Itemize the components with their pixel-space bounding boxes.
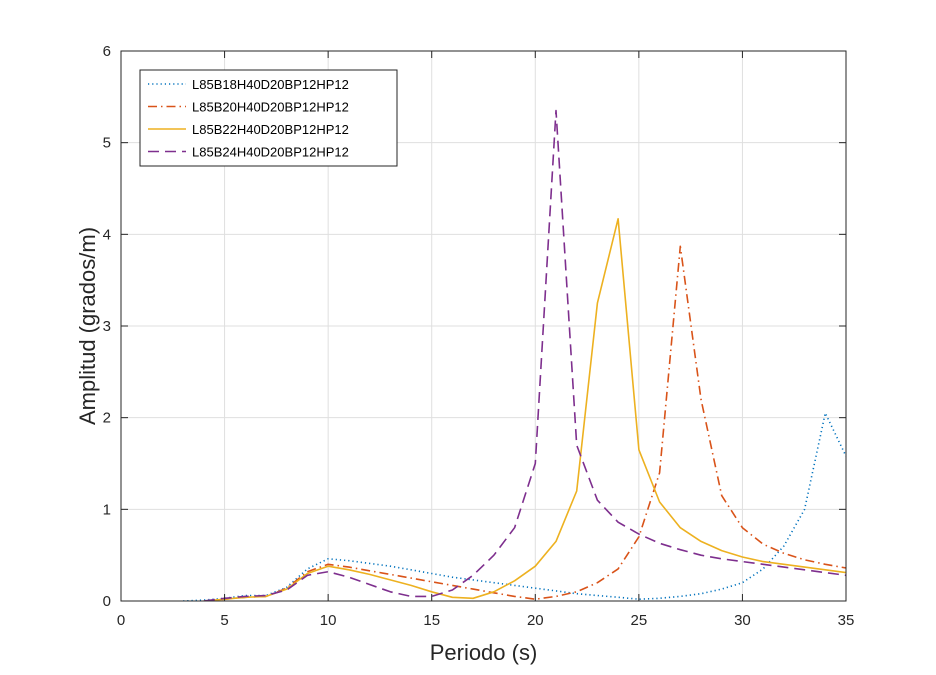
legend-label-4: L85B24H40D20BP12HP12 (192, 145, 349, 160)
ticks (120, 50, 847, 602)
x-tick-label: 20 (527, 612, 544, 629)
x-tick-label: 15 (423, 612, 440, 629)
x-tick-label: 10 (320, 612, 337, 629)
series-line-2 (203, 245, 846, 601)
y-tick-label: 0 (103, 593, 111, 610)
x-axis-title: Periodo (s) (430, 640, 538, 665)
grid (121, 51, 846, 601)
tick-labels: 0 5 10 15 20 25 30 35 0 1 2 3 4 5 6 (103, 43, 855, 629)
y-tick-label: 6 (103, 43, 111, 60)
series-layer (183, 109, 846, 601)
series-line-3 (203, 218, 846, 601)
x-tick-label: 30 (734, 612, 751, 629)
x-tick-label: 5 (220, 612, 228, 629)
y-axis-title: Amplitud (grados/m) (75, 227, 100, 425)
y-tick-label: 1 (103, 501, 111, 518)
x-tick-label: 35 (838, 612, 855, 629)
y-tick-label: 4 (103, 226, 111, 243)
y-tick-label: 2 (103, 410, 111, 427)
x-tick-label: 0 (117, 612, 125, 629)
y-tick-label: 5 (103, 135, 111, 152)
legend-label-1: L85B18H40D20BP12HP12 (192, 77, 349, 92)
legend-box (139, 69, 398, 167)
legend: L85B18H40D20BP12HP12 L85B20H40D20BP12HP12… (139, 69, 398, 167)
legend-label-3: L85B22H40D20BP12HP12 (192, 122, 349, 137)
series-line-4 (203, 109, 846, 601)
x-tick-label: 25 (631, 612, 648, 629)
legend-label-2: L85B20H40D20BP12HP12 (192, 100, 349, 115)
series-line-1 (183, 412, 846, 601)
y-tick-label: 3 (103, 318, 111, 335)
